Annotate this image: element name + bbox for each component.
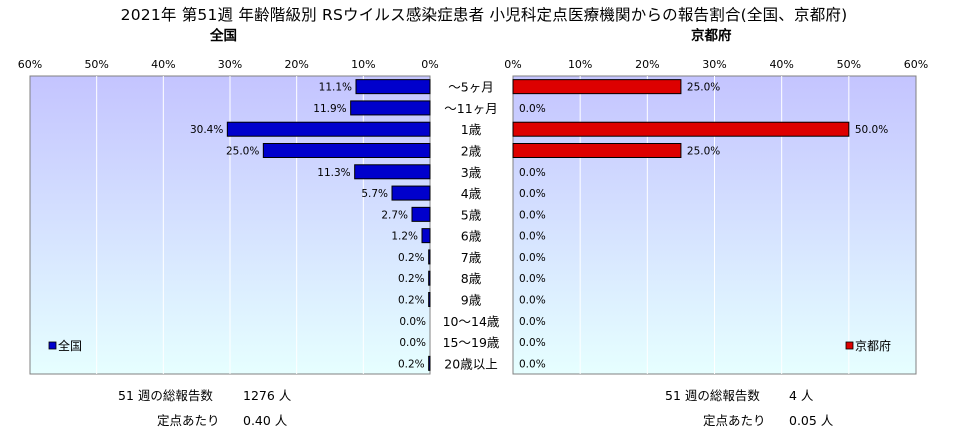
kyoto-data-label: 0.0% xyxy=(519,273,546,285)
age-category-label: 7歳 xyxy=(461,250,482,265)
age-category-label: 15～19歳 xyxy=(443,335,500,350)
kyoto-axis-tick-label: 30% xyxy=(702,58,726,71)
kyoto-data-label: 25.0% xyxy=(687,82,720,94)
kyoto-axis-tick-label: 60% xyxy=(904,58,928,71)
national-panel-title: 全国 xyxy=(210,28,237,44)
national-axis-tick-label: 10% xyxy=(351,58,375,71)
national-legend-swatch xyxy=(48,341,57,350)
kyoto-data-label: 0.0% xyxy=(519,167,546,179)
age-category-label: ～11ヶ月 xyxy=(444,101,497,116)
kyoto-legend-swatch xyxy=(845,341,854,350)
chart-title: 2021年 第51週 年齢階級別 RSウイルス感染症患者 小児科定点医療機関から… xyxy=(120,6,848,24)
kyoto-axis-tick-label: 10% xyxy=(568,58,592,71)
kyoto-panel-title: 京都府 xyxy=(691,28,732,44)
national-data-label: 5.7% xyxy=(361,188,388,200)
national-axis-tick-label: 60% xyxy=(18,58,42,71)
national-data-label: 30.4% xyxy=(190,124,223,136)
national-data-label: 0.2% xyxy=(398,273,425,285)
national-total-value: 1276 人 xyxy=(243,388,292,403)
age-category-label: 6歳 xyxy=(461,229,482,244)
kyoto-bar-chart: 0% 10% 20% 30% 40% 50% 60% 25.0% 0.0% 50.0% 25.0% 0… xyxy=(504,58,928,375)
age-category-label: 4歳 xyxy=(461,186,482,201)
national-per-label: 定点あたり xyxy=(157,413,220,428)
kyoto-data-label: 0.0% xyxy=(519,316,546,328)
kyoto-axis-tick-label: 20% xyxy=(635,58,659,71)
kyoto-data-label: 0.0% xyxy=(519,103,546,115)
national-bar xyxy=(411,206,431,222)
national-data-label: 11.1% xyxy=(319,82,352,94)
age-category-label: 10～14歳 xyxy=(443,314,500,329)
national-legend-label: 全国 xyxy=(58,338,82,353)
national-per-value: 0.40 人 xyxy=(243,413,288,428)
national-bar xyxy=(391,185,431,201)
kyoto-data-label: 0.0% xyxy=(519,231,546,243)
kyoto-data-label: 0.0% xyxy=(519,252,546,264)
national-data-label: 11.3% xyxy=(317,167,350,179)
national-bar xyxy=(428,355,431,371)
age-category-label: ～5ヶ月 xyxy=(448,80,493,95)
age-category-label: 9歳 xyxy=(461,293,482,308)
kyoto-axis-tick-label: 40% xyxy=(769,58,793,71)
national-bar xyxy=(355,79,431,95)
national-bar xyxy=(421,228,431,244)
kyoto-total-label: 51 週の総報告数 xyxy=(665,388,760,403)
kyoto-total-value: 4 人 xyxy=(789,388,814,403)
national-axis-tick-label: 20% xyxy=(284,58,308,71)
national-data-label: 11.9% xyxy=(313,103,346,115)
age-category-label: 8歳 xyxy=(461,271,482,286)
age-category-label: 2歳 xyxy=(461,144,482,159)
national-data-label: 0.2% xyxy=(398,358,425,370)
national-axis-tick-label: 30% xyxy=(218,58,242,71)
age-category-label: 20歳以上 xyxy=(444,356,497,371)
national-bar xyxy=(354,164,431,180)
kyoto-data-label: 0.0% xyxy=(519,209,546,221)
national-bar xyxy=(428,270,431,286)
national-bar xyxy=(350,100,431,116)
kyoto-axis-tick-label: 50% xyxy=(837,58,861,71)
national-data-label: 0.0% xyxy=(399,316,426,328)
kyoto-per-value: 0.05 人 xyxy=(789,413,834,428)
kyoto-data-label: 25.0% xyxy=(687,146,720,158)
national-bar xyxy=(428,249,431,265)
age-category-label: 1歳 xyxy=(461,122,482,137)
national-data-label: 25.0% xyxy=(226,146,259,158)
national-data-label: 0.2% xyxy=(398,295,425,307)
kyoto-data-label: 50.0% xyxy=(855,124,888,136)
national-axis-tick-label: 40% xyxy=(151,58,175,71)
age-category-labels: ～5ヶ月 ～11ヶ月 1歳 2歳 3歳 4歳 5歳 6歳 7歳 8歳 9歳 10～14歳 15～19歳 2… xyxy=(443,80,500,372)
national-axis-tick-label: 50% xyxy=(84,58,108,71)
national-bar xyxy=(226,121,431,137)
national-axis-tick-label: 0% xyxy=(421,58,438,71)
national-bar xyxy=(262,143,431,158)
national-data-label: 2.7% xyxy=(381,209,408,221)
kyoto-legend-label: 京都府 xyxy=(855,338,891,353)
kyoto-axis-tick-label: 0% xyxy=(504,58,521,71)
kyoto-data-label: 0.0% xyxy=(519,188,546,200)
national-bar xyxy=(428,292,431,307)
kyoto-data-label: 0.0% xyxy=(519,358,546,370)
national-data-label: 1.2% xyxy=(391,231,418,243)
kyoto-bar xyxy=(512,143,682,158)
kyoto-data-label: 0.0% xyxy=(519,337,546,349)
age-category-label: 3歳 xyxy=(461,165,482,180)
kyoto-data-label: 0.0% xyxy=(519,295,546,307)
kyoto-bar xyxy=(512,121,850,137)
kyoto-bar xyxy=(512,79,682,95)
national-total-label: 51 週の総報告数 xyxy=(118,388,213,403)
kyoto-per-label: 定点あたり xyxy=(703,413,766,428)
national-data-label: 0.0% xyxy=(399,337,426,349)
age-category-label: 5歳 xyxy=(461,207,482,222)
national-data-label: 0.2% xyxy=(398,252,425,264)
national-bar-chart: 0% 10% 20% 30% 40% 50% 60% 11.1% 11.9% 30.4%25.0%… xyxy=(18,58,439,375)
